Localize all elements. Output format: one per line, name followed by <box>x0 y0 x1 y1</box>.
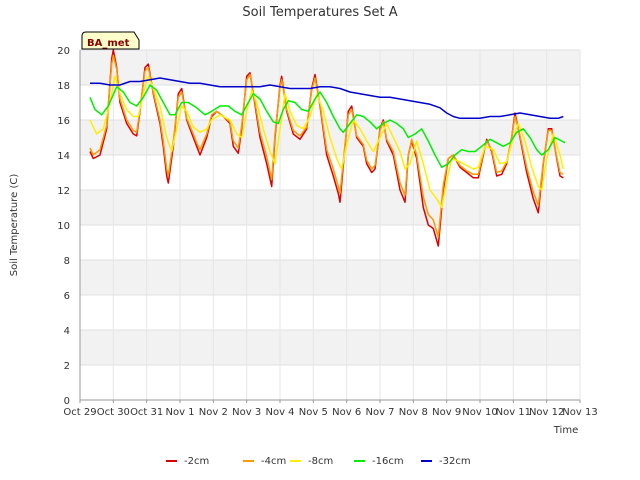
x-tick-label: Nov 12 <box>529 407 564 418</box>
x-tick-label: Nov 5 <box>299 407 328 418</box>
x-tick-label: Oct 31 <box>130 407 163 418</box>
x-tick-label: Nov 9 <box>432 407 461 418</box>
x-tick-label: Nov 2 <box>199 407 228 418</box>
plot-band <box>80 330 580 365</box>
y-tick-label: 12 <box>57 186 70 197</box>
legend-label: -16cm <box>372 456 404 467</box>
plot-band <box>80 225 580 260</box>
x-tick-labels: Oct 29 Oct 30 Oct 31 Nov 1 Nov 2 Nov 3 Nov 4 No… <box>63 400 598 418</box>
x-tick-label: Nov 3 <box>232 407 261 418</box>
badge-shape <box>81 31 140 50</box>
station-badge: BA_met <box>81 31 140 50</box>
legend-label: -32cm <box>439 456 471 467</box>
x-tick-label: Nov 11 <box>496 407 531 418</box>
y-tick-label: 4 <box>64 326 70 337</box>
y-tick-label: 10 <box>57 221 70 232</box>
y-tick-label: 2 <box>64 361 70 372</box>
y-tick-labels: 0 2 4 6 8 10 12 14 16 18 20 <box>57 46 70 407</box>
plot-band <box>80 190 580 225</box>
plot-band <box>80 260 580 295</box>
x-tick-label: Nov 10 <box>462 407 497 418</box>
x-tick-label: Nov 1 <box>165 407 194 418</box>
x-axis-label: Time <box>553 425 578 436</box>
y-axis-label: Soil Temperature (C) <box>9 174 20 277</box>
badge-text: BA_met <box>87 38 130 49</box>
y-tick-label: 20 <box>57 46 70 57</box>
legend-label: -2cm <box>184 456 209 467</box>
legend: -2cm -4cm -8cm -16cm -32cm <box>166 456 471 467</box>
x-tick-label: Nov 13 <box>562 407 597 418</box>
axes <box>79 50 580 401</box>
x-tick-label: Nov 7 <box>365 407 394 418</box>
series-line-32cm <box>90 77 564 120</box>
series-line-16cm <box>89 84 566 169</box>
x-tick-label: Nov 6 <box>332 407 361 418</box>
x-tick-label: Oct 29 <box>63 407 96 418</box>
y-tick-label: 18 <box>57 81 70 92</box>
chart-title: Soil Temperatures Set A <box>242 5 397 20</box>
y-tick-label: 6 <box>64 291 70 302</box>
plot-band <box>80 365 580 400</box>
y-tick-label: 0 <box>64 396 70 407</box>
x-tick-label: Oct 30 <box>97 407 130 418</box>
plot-band <box>80 50 580 85</box>
y-tick-label: 14 <box>57 151 70 162</box>
legend-label: -4cm <box>261 456 286 467</box>
legend-label: -8cm <box>308 456 333 467</box>
series-lines <box>89 49 566 247</box>
series-line-8cm <box>89 75 565 209</box>
plot-band <box>80 295 580 330</box>
y-tick-label: 8 <box>64 256 70 267</box>
y-tick-label: 16 <box>57 116 70 127</box>
x-tick-label: Nov 4 <box>265 407 294 418</box>
x-tick-label: Nov 8 <box>399 407 428 418</box>
